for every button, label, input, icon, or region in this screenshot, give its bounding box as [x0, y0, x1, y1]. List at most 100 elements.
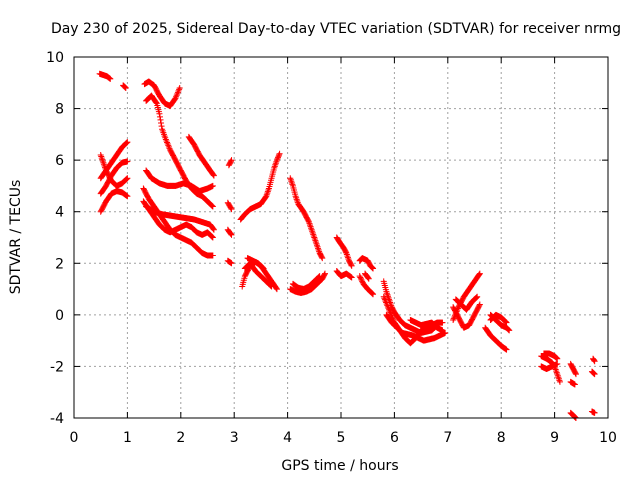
data-point	[228, 260, 235, 267]
data-point	[227, 205, 234, 212]
x-tick-label: 7	[443, 430, 452, 446]
data-point	[554, 360, 561, 367]
data-point	[359, 278, 366, 285]
data-point	[122, 84, 129, 91]
data-point	[268, 283, 275, 290]
data-point	[124, 193, 131, 200]
data-point	[273, 285, 280, 292]
data-point	[122, 84, 129, 91]
data-point	[472, 294, 479, 301]
data-point	[385, 305, 392, 312]
data-point	[174, 90, 181, 97]
data-point	[505, 326, 512, 333]
data-point	[318, 254, 325, 261]
data-point	[442, 329, 449, 336]
data-point	[210, 225, 217, 232]
data-point	[124, 175, 131, 182]
data-point	[503, 319, 510, 326]
data-point	[474, 293, 481, 300]
data-point	[572, 414, 579, 421]
data-point	[276, 150, 283, 157]
data-point	[368, 290, 375, 297]
data-point	[274, 155, 281, 162]
data-point	[124, 139, 131, 146]
plot-frame	[73, 56, 609, 419]
x-tick-label: 3	[230, 430, 239, 446]
data-point	[164, 140, 171, 147]
data-point	[156, 110, 163, 117]
data-point	[590, 370, 597, 377]
data-point	[571, 413, 578, 420]
data-point	[267, 282, 274, 289]
data-point	[156, 113, 163, 120]
data-point	[158, 120, 165, 127]
data-point	[176, 86, 183, 93]
data-point	[259, 264, 266, 271]
data-point	[208, 233, 215, 240]
data-point	[153, 99, 160, 106]
x-tick-label: 9	[550, 430, 559, 446]
data-point	[173, 92, 180, 99]
data-point	[157, 116, 164, 123]
data-point	[259, 264, 266, 271]
data-point	[228, 157, 235, 164]
data-point	[439, 327, 446, 334]
data-point	[503, 346, 510, 353]
data-point	[228, 206, 235, 213]
data-point	[572, 370, 579, 377]
data-point	[321, 271, 328, 278]
data-point	[175, 87, 182, 94]
data-point	[210, 172, 217, 179]
y-tick-label: 4	[55, 205, 64, 221]
data-point	[370, 291, 377, 298]
data-point	[383, 300, 390, 307]
data-point	[162, 136, 169, 143]
data-point	[370, 265, 377, 272]
data-point	[158, 123, 165, 130]
data-point	[316, 273, 323, 280]
data-point	[450, 317, 457, 324]
data-point	[123, 176, 130, 183]
data-point	[273, 157, 280, 164]
data-point	[380, 293, 387, 300]
data-point	[123, 139, 130, 146]
data-point	[123, 175, 130, 182]
data-point	[572, 371, 579, 378]
data-point	[591, 357, 598, 364]
data-point	[384, 303, 391, 310]
data-point	[209, 202, 216, 209]
y-tick-label: 8	[55, 102, 64, 118]
data-point	[172, 95, 179, 102]
data-point	[591, 358, 598, 365]
data-point	[124, 158, 131, 165]
data-point	[209, 234, 216, 241]
data-point	[267, 282, 274, 289]
data-point	[387, 309, 394, 316]
data-point	[386, 306, 393, 313]
data-point	[275, 153, 282, 160]
data-point	[591, 370, 598, 377]
x-tick-label: 5	[337, 430, 346, 446]
data-point	[209, 233, 216, 240]
data-point	[571, 381, 578, 388]
x-tick-label: 0	[70, 430, 79, 446]
data-point	[591, 409, 598, 416]
data-point	[210, 226, 217, 233]
y-axis-title: SDTVAR / TECUs	[8, 180, 24, 295]
data-point	[369, 264, 376, 271]
data-point	[384, 302, 391, 309]
y-tick-labels: -4 -2 0 2 4 6 8 10	[46, 50, 64, 427]
data-point	[383, 299, 390, 306]
data-point	[123, 140, 130, 147]
data-point	[473, 294, 480, 301]
data-point	[319, 255, 326, 262]
data-point	[381, 295, 388, 302]
x-tick-label: 4	[283, 430, 292, 446]
data-point	[476, 302, 483, 309]
data-point	[209, 203, 216, 210]
data-point	[208, 202, 215, 209]
data-point	[382, 298, 389, 305]
data-point	[506, 327, 513, 334]
data-point	[365, 274, 372, 281]
